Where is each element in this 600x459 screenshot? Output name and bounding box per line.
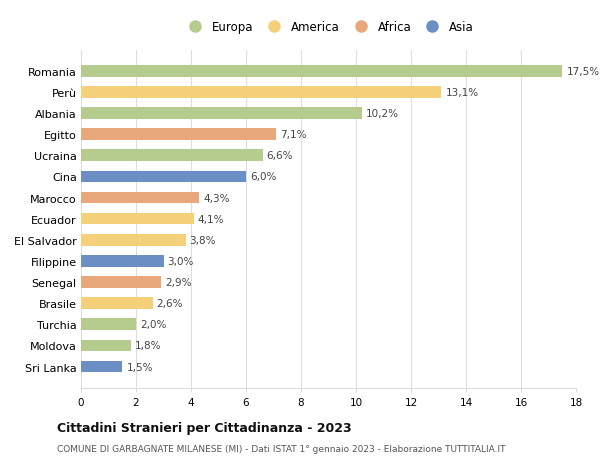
Bar bbox=[81, 319, 136, 330]
Bar bbox=[81, 192, 199, 204]
Text: 2,6%: 2,6% bbox=[157, 298, 183, 308]
Bar bbox=[81, 298, 152, 309]
Bar bbox=[81, 213, 194, 225]
Bar bbox=[81, 129, 276, 140]
Text: 1,8%: 1,8% bbox=[134, 341, 161, 351]
Text: 6,6%: 6,6% bbox=[266, 151, 293, 161]
Bar bbox=[81, 108, 361, 120]
Text: 17,5%: 17,5% bbox=[566, 67, 599, 77]
Bar bbox=[81, 361, 122, 373]
Bar bbox=[81, 87, 441, 99]
Text: 6,0%: 6,0% bbox=[250, 172, 277, 182]
Text: 13,1%: 13,1% bbox=[445, 88, 479, 98]
Text: COMUNE DI GARBAGNATE MILANESE (MI) - Dati ISTAT 1° gennaio 2023 - Elaborazione T: COMUNE DI GARBAGNATE MILANESE (MI) - Dat… bbox=[57, 444, 505, 453]
Bar bbox=[81, 277, 161, 288]
Text: 3,0%: 3,0% bbox=[167, 256, 194, 266]
Text: 2,0%: 2,0% bbox=[140, 319, 167, 330]
Text: 1,5%: 1,5% bbox=[127, 362, 153, 372]
Bar bbox=[81, 171, 246, 183]
Text: Cittadini Stranieri per Cittadinanza - 2023: Cittadini Stranieri per Cittadinanza - 2… bbox=[57, 421, 352, 434]
Bar bbox=[81, 66, 562, 78]
Bar bbox=[81, 340, 131, 352]
Text: 4,3%: 4,3% bbox=[203, 193, 230, 203]
Text: 3,8%: 3,8% bbox=[190, 235, 216, 245]
Text: 10,2%: 10,2% bbox=[365, 109, 398, 119]
Text: 2,9%: 2,9% bbox=[165, 277, 191, 287]
Bar bbox=[81, 256, 163, 267]
Text: 7,1%: 7,1% bbox=[280, 130, 307, 140]
Bar bbox=[81, 150, 263, 162]
Legend: Europa, America, Africa, Asia: Europa, America, Africa, Asia bbox=[179, 16, 478, 38]
Text: 4,1%: 4,1% bbox=[198, 214, 224, 224]
Bar bbox=[81, 235, 185, 246]
